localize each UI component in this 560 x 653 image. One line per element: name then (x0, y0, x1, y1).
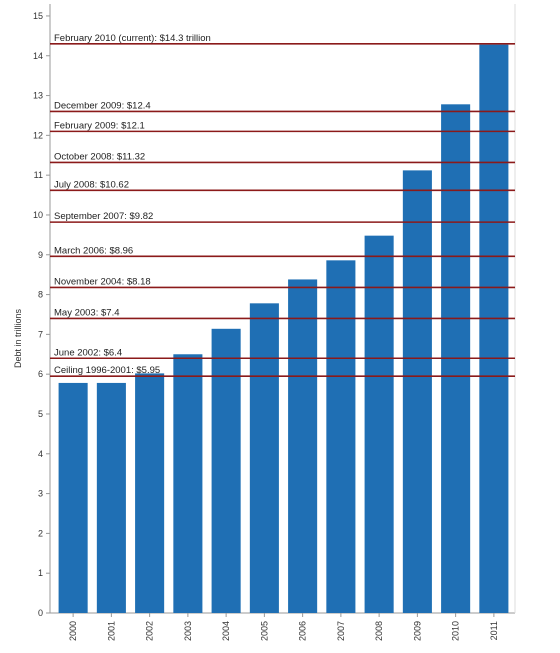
y-tick-label: 0 (38, 608, 43, 618)
y-axis-label: Debt in trillions (13, 308, 23, 368)
reference-line-label: September 2007: $9.82 (54, 211, 153, 222)
bar-2009 (402, 170, 432, 613)
plot-frame (49, 4, 516, 614)
x-tick-label: 2011 (489, 621, 499, 640)
bar-2008 (364, 235, 394, 613)
x-tick-label: 2010 (451, 621, 461, 641)
reference-line-label: November 2004: $8.18 (54, 276, 151, 287)
x-tick-label: 2002 (145, 621, 155, 641)
y-tick-label: 6 (38, 369, 43, 379)
y-tick-label: 4 (38, 449, 43, 459)
reference-line-label: March 2006: $8.96 (54, 245, 133, 256)
x-tick-label: 2009 (412, 621, 422, 641)
bar-2006 (288, 279, 318, 613)
x-tick-label: 2005 (259, 621, 269, 641)
bar-2002 (135, 373, 165, 613)
y-tick-label: 5 (38, 409, 43, 419)
bar-2001 (96, 382, 126, 613)
y-tick-label: 1 (38, 568, 43, 578)
bar-series (58, 44, 509, 614)
x-tick-label: 2008 (374, 621, 384, 641)
reference-line-label: February 2009: $12.1 (54, 120, 145, 131)
bar-2011 (479, 44, 509, 614)
x-tick-label: 2004 (221, 621, 231, 641)
y-tick-label: 13 (33, 91, 43, 101)
y-tick-label: 12 (33, 130, 43, 140)
reference-line-label: May 2003: $7.4 (54, 307, 120, 318)
y-tick-label: 3 (38, 489, 43, 499)
bar-2007 (326, 260, 356, 613)
y-tick-label: 10 (33, 210, 43, 220)
y-tick-label: 8 (38, 290, 43, 300)
x-axis: 2000 2001 2002 2003 2004 2005 2006 2007 2008 2009… (68, 613, 499, 641)
y-tick-label: 9 (38, 250, 43, 260)
y-tick-label: 14 (33, 51, 43, 61)
reference-line-label: October 2008: $11.32 (54, 151, 145, 162)
x-tick-label: 2000 (68, 621, 78, 641)
reference-line-label: June 2002: $6.4 (54, 347, 122, 358)
reference-line-label: February 2010 (current): $14.3 trillion (54, 33, 211, 44)
bar-2003 (173, 354, 203, 613)
reference-line-label: July 2008: $10.62 (54, 179, 129, 190)
reference-lines: Ceiling 1996-2001: $5.95 June 2002: $6.4 M… (50, 33, 515, 377)
x-tick-label: 2001 (106, 621, 116, 641)
x-tick-label: 2007 (336, 621, 346, 641)
y-tick-label: 7 (38, 329, 43, 339)
bar-2000 (58, 382, 88, 613)
y-tick-label: 2 (38, 528, 43, 538)
y-tick-label: 11 (34, 170, 43, 180)
y-tick-label: 15 (33, 11, 43, 21)
bar-2004 (211, 328, 241, 613)
x-tick-label: 2006 (298, 621, 308, 641)
x-tick-label: 2003 (183, 621, 193, 641)
reference-line-label: Ceiling 1996-2001: $5.95 (54, 365, 160, 376)
bar-2005 (249, 303, 279, 613)
reference-line-label: December 2009: $12.4 (54, 100, 151, 111)
